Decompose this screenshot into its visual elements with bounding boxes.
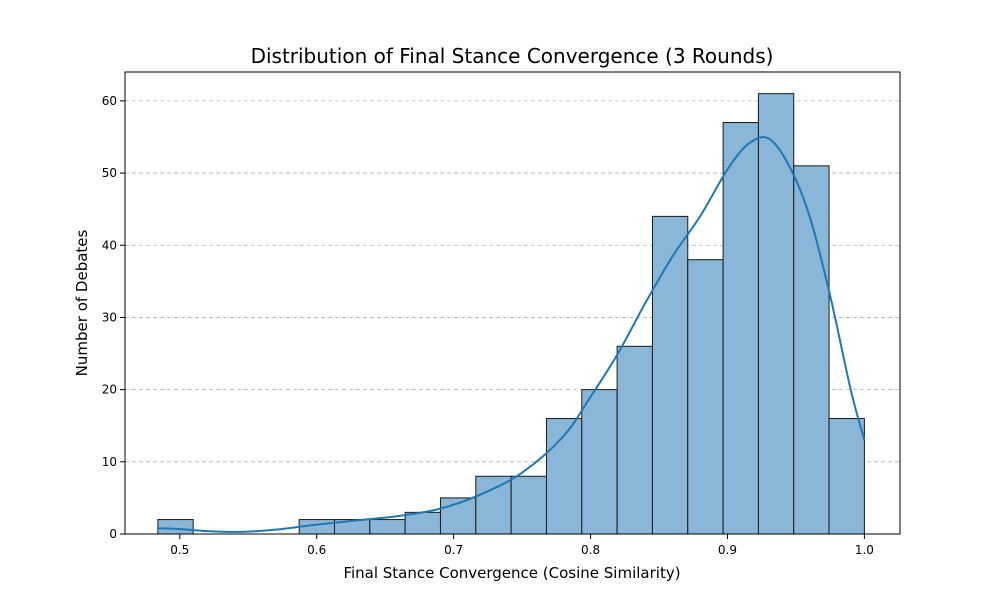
- y-tick-label-6: 60: [102, 94, 117, 108]
- histogram-bar-9: [475, 475, 512, 535]
- x-tick-label-2: 0.7: [444, 543, 463, 557]
- histogram-bar-6: [369, 519, 406, 535]
- x-axis-label: Final Stance Convergence (Cosine Similar…: [343, 564, 680, 582]
- x-axis: 0.5 0.6 0.7 0.8 0.9 1.0: [170, 534, 874, 557]
- y-tick-label-1: 10: [102, 455, 117, 469]
- histogram-bar-16: [722, 122, 759, 535]
- y-tick-label-5: 50: [102, 166, 117, 180]
- histogram-bar-10: [510, 475, 547, 535]
- histogram-bar-7: [404, 511, 441, 535]
- histogram-bar-18: [793, 165, 830, 535]
- x-tick-label-5: 1.0: [855, 543, 874, 557]
- histogram-bar-13: [616, 345, 653, 535]
- histogram-bar-0: [157, 519, 194, 535]
- y-tick-label-0: 0: [109, 527, 117, 541]
- histogram-bar-19: [828, 418, 865, 535]
- x-tick-label-0: 0.5: [170, 543, 189, 557]
- y-axis-label: Number of Debates: [73, 229, 91, 376]
- x-tick-label-1: 0.6: [307, 543, 326, 557]
- x-tick-label-4: 0.9: [718, 543, 737, 557]
- plot-frame: [124, 71, 901, 535]
- histogram-bar-17: [757, 93, 795, 535]
- y-axis: 0 10 20 30 40 50 60: [102, 94, 125, 541]
- y-tick-label-3: 30: [102, 310, 117, 324]
- bars-layer: [157, 93, 865, 535]
- y-tick-label-2: 20: [102, 383, 117, 397]
- y-tick-label-4: 40: [102, 238, 117, 252]
- histogram-bar-14: [651, 215, 689, 535]
- histogram-bar-12: [581, 389, 618, 535]
- chart-title: Distribution of Final Stance Convergence…: [251, 44, 774, 68]
- x-tick-label-3: 0.8: [581, 543, 600, 557]
- histogram-bar-15: [687, 259, 724, 535]
- histogram-bar-11: [545, 418, 583, 535]
- kde-curve: [157, 136, 866, 533]
- kde-layer: [157, 136, 866, 533]
